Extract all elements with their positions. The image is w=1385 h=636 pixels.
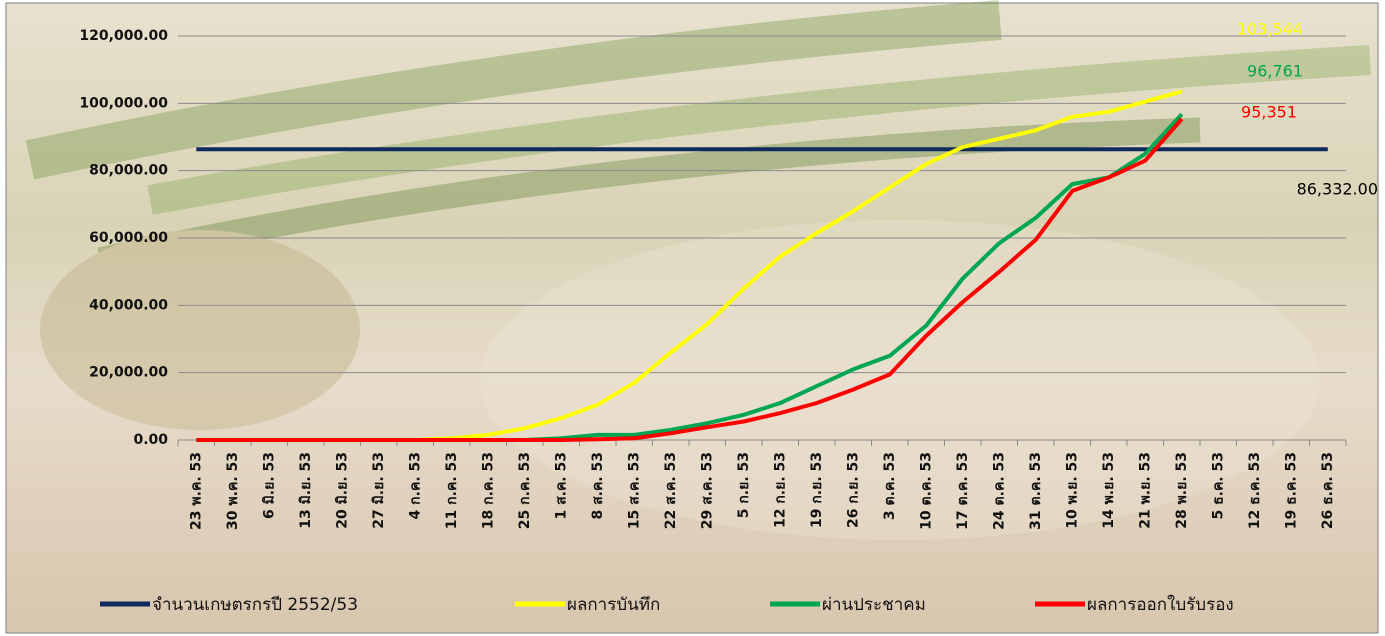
x-tick-label: 18 ก.ค. 53 bbox=[480, 452, 496, 529]
x-tick-label: 26 ธ.ค. 53 bbox=[1320, 452, 1336, 529]
x-tick-label: 10 พ.ย. 53 bbox=[1064, 452, 1080, 529]
x-tick-label: 6 มิ.ย. 53 bbox=[261, 452, 277, 519]
x-tick-label: 13 มิ.ย. 53 bbox=[298, 452, 314, 529]
y-tick-label: 60,000.00 bbox=[89, 230, 168, 246]
x-tick-label: 26 ก.ย. 53 bbox=[845, 452, 861, 528]
x-tick-label: 28 พ.ย. 53 bbox=[1174, 452, 1190, 529]
x-tick-label: 14 พ.ย. 53 bbox=[1101, 452, 1117, 529]
x-tick-label: 5 ก.ย. 53 bbox=[736, 452, 752, 518]
x-tick-label: 12 ธ.ค. 53 bbox=[1247, 452, 1263, 529]
decoration bbox=[25, 0, 1371, 540]
data-label: 96,761 bbox=[1247, 62, 1303, 81]
x-tick-label: 17 ต.ค. 53 bbox=[955, 452, 971, 530]
x-tick-label: 4 ก.ค. 53 bbox=[407, 452, 423, 519]
x-tick-label: 1 ส.ค. 53 bbox=[553, 452, 569, 520]
y-tick-label: 120,000.00 bbox=[79, 28, 168, 44]
x-tick-label: 23 พ.ค. 53 bbox=[188, 452, 204, 530]
x-tick-label: 15 ส.ค. 53 bbox=[626, 452, 642, 529]
x-tick-label: 19 ธ.ค. 53 bbox=[1283, 452, 1299, 529]
x-tick-label: 19 ก.ย. 53 bbox=[809, 452, 825, 528]
x-tick-label: 11 ก.ค. 53 bbox=[444, 452, 460, 529]
legend-label: ผ่านประชาคม bbox=[822, 595, 926, 615]
data-label: 103,544 bbox=[1237, 20, 1303, 39]
legend-label: ผลการบันทึก bbox=[567, 595, 660, 615]
legend-label: ผลการออกใบรับรอง bbox=[1087, 594, 1234, 615]
data-label: 86,332.00 bbox=[1297, 180, 1378, 199]
x-tick-label: 31 ต.ค. 53 bbox=[1028, 452, 1044, 530]
legend-label: จำนวนเกษตรกรปี 2552/53 bbox=[152, 595, 358, 615]
y-tick-label: 0.00 bbox=[133, 432, 168, 448]
x-tick-label: 25 ก.ค. 53 bbox=[517, 452, 533, 529]
y-tick-label: 80,000.00 bbox=[89, 163, 168, 179]
x-tick-label: 12 ก.ย. 53 bbox=[772, 452, 788, 528]
x-tick-label: 24 ต.ค. 53 bbox=[991, 452, 1007, 530]
x-tick-label: 30 พ.ค. 53 bbox=[225, 452, 241, 530]
series-line bbox=[196, 117, 1184, 442]
y-tick-label: 100,000.00 bbox=[79, 95, 168, 111]
y-tick-label: 40,000.00 bbox=[89, 297, 168, 313]
x-tick-label: 21 พ.ย. 53 bbox=[1137, 452, 1153, 529]
x-tick-label: 22 ส.ค. 53 bbox=[663, 452, 679, 529]
chart-background bbox=[5, 2, 1379, 634]
x-tick-label: 5 ธ.ค. 53 bbox=[1210, 452, 1226, 520]
plot-area: 0.00 20,000.00 40,000.00 60,000.00 80,000.00… bbox=[79, 20, 1378, 616]
x-tick-label: 3 ต.ค. 53 bbox=[882, 452, 898, 520]
x-tick-label: 8 ส.ค. 53 bbox=[590, 452, 606, 520]
data-label: 95,351 bbox=[1241, 103, 1297, 122]
y-tick-label: 20,000.00 bbox=[89, 365, 168, 381]
x-tick-label: 20 มิ.ย. 53 bbox=[334, 452, 350, 529]
x-tick-label: 10 ต.ค. 53 bbox=[918, 452, 934, 530]
x-tick-label: 29 ส.ค. 53 bbox=[699, 452, 715, 529]
x-tick-label: 27 มิ.ย. 53 bbox=[371, 452, 387, 529]
